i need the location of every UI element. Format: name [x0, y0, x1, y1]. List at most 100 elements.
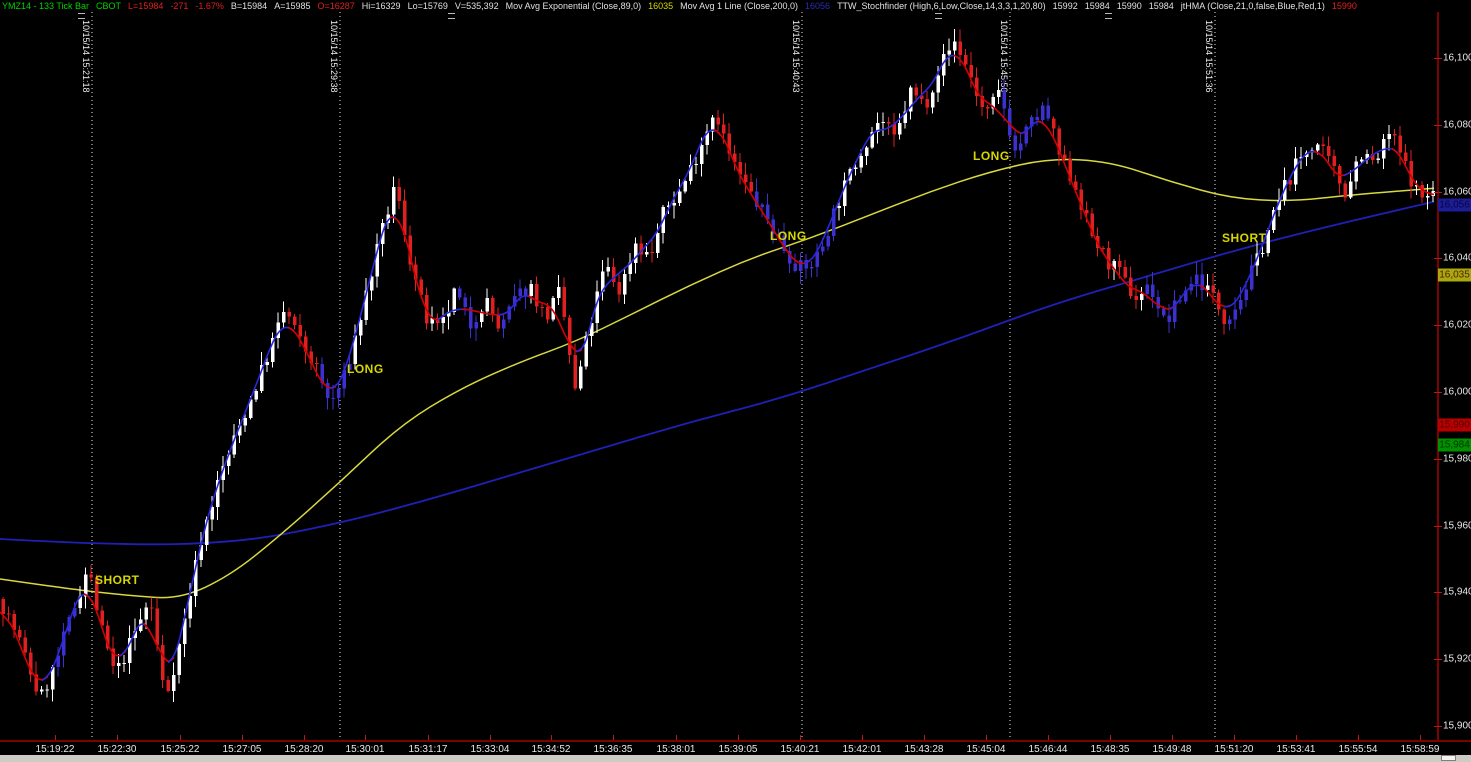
status-segment: TTW_Stochfinder (High,6,Low,Close,14,3,3…	[837, 1, 1046, 11]
hma-line-up	[329, 216, 397, 390]
chart-status-bar: YMZ14 - 133 Tick Bar CBOT L=15984 -271 -1.67…	[2, 0, 1364, 12]
candlestick	[155, 608, 159, 645]
candlestick	[281, 312, 286, 323]
hma-line-up	[437, 308, 469, 321]
time-tick-label: 15:36:35	[593, 744, 633, 755]
horizontal-scrollbar[interactable]	[0, 755, 1471, 762]
price-tick	[1434, 125, 1442, 126]
time-tick-label: 15:51:20	[1214, 744, 1254, 755]
price-tick	[1434, 592, 1442, 593]
hma-line-up	[803, 54, 961, 265]
candlestick	[688, 164, 693, 181]
candlestick	[375, 243, 379, 277]
candlestick	[1040, 105, 1045, 120]
candlestick	[369, 276, 374, 291]
status-segment: 15990	[1116, 1, 1142, 11]
candlestick	[1084, 210, 1089, 214]
status-segment: B=15984	[230, 1, 268, 11]
candlestick	[1398, 135, 1402, 153]
candlestick	[831, 208, 836, 236]
candlestick	[903, 111, 907, 124]
candlestick	[149, 607, 154, 609]
candlestick	[694, 163, 698, 165]
candlestick	[127, 637, 132, 663]
time-axis-line	[0, 740, 1471, 742]
candlestick	[1106, 248, 1111, 270]
candlestick	[589, 322, 594, 336]
price-marker-badge: 16,035	[1438, 268, 1471, 282]
candlestick	[408, 235, 412, 265]
candlestick	[1200, 274, 1204, 290]
candlestick	[925, 98, 929, 108]
time-tick-label: 15:49:48	[1152, 744, 1192, 755]
hma-line-down	[287, 326, 337, 389]
series-grip-icon[interactable]	[935, 13, 942, 19]
price-axis-line	[1437, 12, 1439, 741]
candlestick	[1018, 143, 1023, 151]
price-tick	[1434, 459, 1442, 460]
scrollbar-corner[interactable]	[1441, 755, 1456, 761]
candlestick	[650, 251, 654, 253]
time-tick-label: 15:33:04	[470, 744, 510, 755]
hma-line-up	[1343, 147, 1399, 177]
candlestick	[1112, 261, 1116, 270]
candlestick	[89, 574, 93, 578]
candlestick	[144, 607, 148, 620]
time-tick-label: 15:38:01	[656, 744, 696, 755]
session-break-timestamp: 10/15/14 15:21:18	[81, 20, 91, 93]
series-grip-icon[interactable]	[1105, 13, 1112, 19]
time-tick	[1234, 735, 1235, 740]
candlestick	[28, 652, 33, 675]
candlestick	[215, 479, 220, 507]
candlestick	[254, 390, 258, 400]
hma-line-down	[0, 611, 49, 681]
session-break-timestamp: 10/15/14 15:29:38	[329, 20, 339, 93]
candlestick	[1365, 153, 1369, 160]
candlestick	[50, 667, 55, 690]
series-grip-icon[interactable]	[448, 13, 455, 19]
series-grip-icon[interactable]	[78, 13, 85, 19]
candlestick	[1370, 153, 1375, 160]
candlestick	[1161, 308, 1166, 316]
candlestick	[56, 655, 60, 667]
price-chart[interactable]: 10/15/14 15:21:18 10/15/14 15:29:38 10/15/…	[0, 12, 1437, 741]
candlestick	[287, 312, 291, 317]
candlestick	[639, 243, 643, 255]
candlestick	[1293, 158, 1298, 185]
candlestick	[243, 418, 247, 426]
time-tick	[428, 735, 429, 740]
candlestick	[94, 577, 99, 611]
candlestick	[710, 117, 715, 132]
candlestick	[270, 338, 275, 362]
time-tick	[365, 735, 366, 740]
candlestick	[1354, 161, 1358, 182]
price-tick	[1434, 659, 1442, 660]
candlestick	[1227, 319, 1232, 325]
price-tick-label: 16,000	[1443, 386, 1471, 398]
candlestick	[952, 41, 957, 51]
candlestick	[716, 117, 720, 125]
candlestick	[1244, 289, 1248, 300]
price-tick-label: 15,940	[1443, 586, 1471, 598]
candlestick	[1326, 145, 1331, 157]
candlestick	[1277, 200, 1281, 211]
candlestick	[875, 123, 880, 132]
candlestick	[1409, 161, 1413, 187]
hma-line-up	[119, 623, 151, 657]
candlestick	[930, 92, 935, 108]
candlestick	[980, 96, 984, 108]
candlestick	[622, 273, 627, 295]
candlestick	[815, 251, 819, 267]
candlestick	[446, 311, 451, 317]
candlestick	[672, 202, 676, 206]
candlestick	[1359, 159, 1364, 162]
candlestick	[919, 95, 924, 99]
candlestick	[435, 317, 440, 323]
candlestick	[1, 599, 5, 614]
candlestick	[820, 246, 825, 252]
candlestick	[534, 284, 539, 307]
price-tick-label: 16,020	[1443, 319, 1471, 331]
price-tick-label: 15,980	[1443, 453, 1471, 465]
candlestick	[122, 662, 126, 664]
candlestick	[958, 41, 962, 56]
